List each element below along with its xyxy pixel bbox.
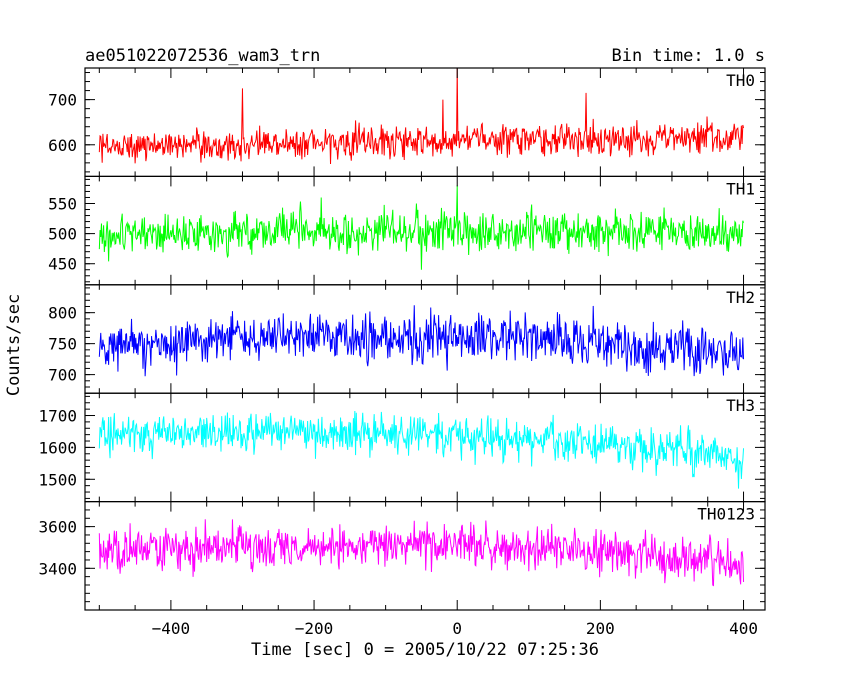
- y-tick-label: 750: [48, 335, 77, 354]
- y-tick-label: 700: [48, 91, 77, 110]
- y-tick-label: 1600: [38, 438, 77, 457]
- y-tick-label: 450: [48, 255, 77, 274]
- panel-label-th1: TH1: [726, 179, 755, 198]
- panels-group: 600 700 TH0 450 500 550 TH1 700 750 800 TH2 1500 160…: [38, 67, 766, 638]
- x-tick-label: 400: [729, 619, 758, 638]
- panel-frame: [84, 501, 766, 611]
- x-tick-label: −400: [152, 619, 191, 638]
- series-line-th1: [98, 185, 745, 270]
- panel-label-th3: TH3: [726, 396, 755, 415]
- panel-label-th2: TH2: [726, 288, 755, 307]
- bin-time-label: Bin time: 1.0 s: [611, 46, 765, 66]
- y-axis-label: Counts/sec: [4, 294, 24, 396]
- panel-label-th0: TH0: [726, 71, 755, 90]
- panel-th0123: 3400 3600 TH0123: [38, 501, 766, 611]
- y-tick-label: 3400: [38, 559, 77, 578]
- y-tick-label: 800: [48, 304, 77, 323]
- y-tick-label: 500: [48, 225, 77, 244]
- y-tick-label: 3600: [38, 518, 77, 537]
- x-axis-label: Time [sec] 0 = 2005/10/22 07:25:36: [251, 640, 599, 660]
- series-line-th2: [98, 305, 745, 377]
- chart-title: ae051022072536_wam3_trn: [85, 46, 320, 66]
- panel-th0: 600 700 TH0: [48, 67, 766, 178]
- panel-label-th0123: TH0123: [697, 505, 755, 524]
- y-tick-label: 700: [48, 366, 77, 385]
- panel-th1: 450 500 550 TH1: [48, 175, 766, 286]
- series-line-th3: [98, 411, 745, 489]
- panel-frame: [84, 67, 766, 178]
- y-tick-label: 550: [48, 195, 77, 214]
- x-tick-label: 0: [452, 619, 462, 638]
- series-line-th0: [98, 68, 745, 165]
- series-line-th0123: [98, 519, 745, 587]
- panel-th3: 1500 1600 1700 TH3: [38, 392, 766, 503]
- x-tick-label: 200: [586, 619, 615, 638]
- y-tick-label: 600: [48, 136, 77, 155]
- x-tick-label: −200: [295, 619, 334, 638]
- y-tick-label: 1500: [38, 470, 77, 489]
- panel-th2: 700 750 800 TH2: [48, 284, 766, 394]
- y-tick-label: 1700: [38, 407, 77, 426]
